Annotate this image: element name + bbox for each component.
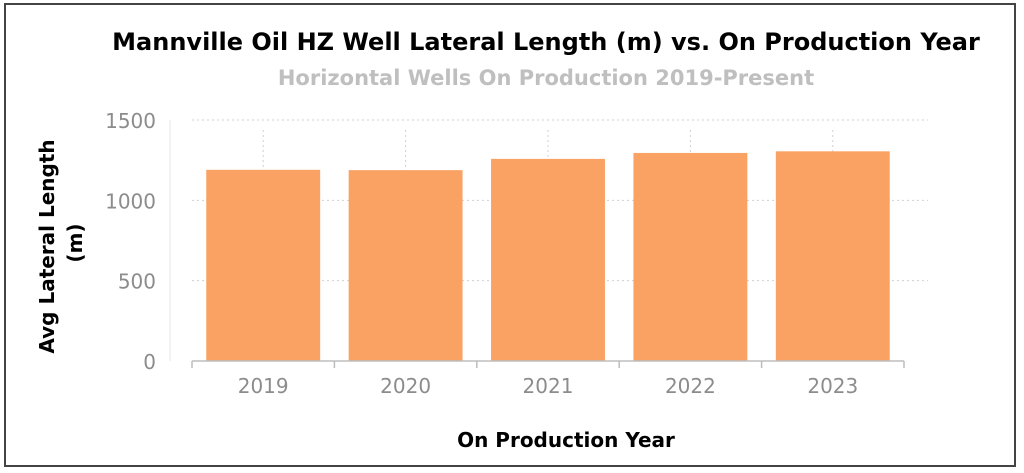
x-tick-label: 2021 <box>523 374 574 398</box>
chart-subtitle: Horizontal Wells On Production 2019-Pres… <box>278 66 814 90</box>
x-tick-label: 2019 <box>238 374 289 398</box>
bar-2023 <box>775 151 890 361</box>
tick-labels: 0 500 1000 1500 2019 2020 2021 2022 2023 <box>105 109 858 398</box>
y-axis-title: Avg Lateral Length (m) <box>35 132 87 353</box>
x-axis-title: On Production Year <box>457 428 675 452</box>
chart-title: Mannville Oil HZ Well Lateral Length (m)… <box>112 28 980 56</box>
x-tick-label: 2023 <box>807 374 858 398</box>
y-axis-title-line-2: (m) <box>63 223 87 262</box>
bar-2020 <box>348 170 463 361</box>
bar-chart: Mannville Oil HZ Well Lateral Length (m)… <box>35 28 980 452</box>
x-tick-label: 2022 <box>665 374 716 398</box>
chart-frame: Mannville Oil HZ Well Lateral Length (m)… <box>4 3 1016 467</box>
y-tick-label: 500 <box>118 270 156 294</box>
x-tick-label: 2020 <box>380 374 431 398</box>
axes <box>169 120 905 368</box>
y-tick-label: 0 <box>143 350 156 374</box>
y-axis-title-line-1: Avg Lateral Length <box>35 139 59 353</box>
y-tick-label: 1000 <box>105 189 156 213</box>
bar-2021 <box>491 158 605 361</box>
bars <box>206 151 890 361</box>
y-tick-label: 1500 <box>105 109 156 133</box>
bar-2022 <box>633 152 748 361</box>
bar-2019 <box>206 169 321 361</box>
